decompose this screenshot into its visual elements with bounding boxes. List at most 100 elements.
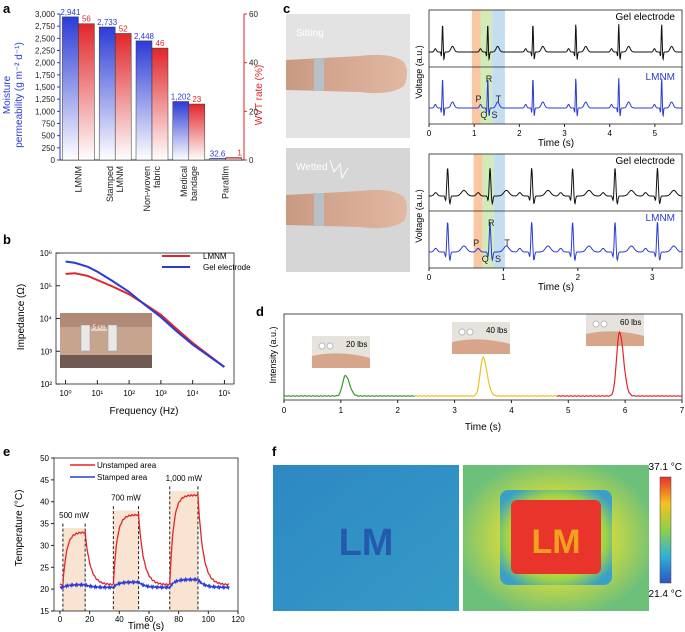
- chart-c1-legend-gel: Gel electrode: [616, 12, 676, 23]
- thermal-image-after: LM: [463, 465, 649, 611]
- chart-e-ylabel: Temperature (°C): [14, 490, 25, 567]
- chart-a-value-label-moisture: 2,733: [97, 18, 118, 27]
- chart-e-heating-window: [113, 510, 139, 611]
- chart-e-heating-window: [62, 527, 86, 611]
- chart-b-inset-photo: 5 cm: [60, 313, 152, 368]
- chart-a-category-line: Non-woven: [142, 166, 152, 212]
- chart-b-xtick-label: 10⁰: [60, 389, 72, 398]
- chart-b-ylabel: Impedance (Ω): [16, 284, 27, 350]
- chart-a-category-line: fabric: [152, 166, 162, 189]
- sitting-photo: Sitting: [286, 14, 410, 138]
- chart-e-window-label: 700 mW: [111, 494, 141, 503]
- chart-d-label-60: 60 lbs: [620, 318, 641, 327]
- chart-a-ytick-label-left: 2,000: [35, 59, 56, 68]
- chart-a-category-line: bandage: [189, 166, 199, 201]
- chart-c-xtick-label: 2: [576, 273, 581, 282]
- chart-a-value-label-wvt: 46: [156, 39, 165, 48]
- chart-b-xtick-label: 10³: [155, 389, 167, 398]
- chart-c1-legend-lmnm: LMNM: [646, 72, 675, 83]
- chart-b-ytick-label: 10⁵: [40, 282, 52, 291]
- chart-b-legend-gel: Gel electrode: [203, 263, 251, 272]
- chart-a-category-line: Stamped: [105, 166, 115, 202]
- panel-label-a: a: [3, 1, 11, 16]
- chart-e-window-label: 1,000 mW: [166, 474, 203, 483]
- chart-a-ytick-label-left: 2,750: [35, 22, 56, 31]
- chart-a-bar-moisture: [172, 101, 190, 161]
- chart-a-ytick-label-left: 1,500: [35, 83, 56, 92]
- chart-c2-legend-lmnm: LMNM: [646, 213, 675, 224]
- panel-label-e: e: [3, 444, 10, 459]
- chart-b-xtick-label: 10⁴: [186, 389, 199, 398]
- chart-d-xtick-label: 2: [395, 406, 400, 415]
- wetted-label: Wetted: [296, 162, 328, 173]
- chart-a-ylabel-right: WVT rate (%): [254, 65, 265, 125]
- chart-b-ytick-label: 10⁶: [40, 249, 52, 258]
- chart-a-bar-moisture: [62, 16, 79, 161]
- chart-a-bar-wvt: [114, 33, 132, 161]
- thermal-image-before: LM: [273, 465, 459, 611]
- chart-e-ytick-label: 35: [40, 520, 49, 529]
- chart-a-ytick-label-left: 2,500: [35, 34, 56, 43]
- chart-b-xlabel: Frequency (Hz): [110, 406, 179, 417]
- chart-a-ytick-label-left: 1,750: [35, 71, 56, 80]
- chart-c-xtick-label: 5: [653, 129, 658, 138]
- chart-e-temperature: Temperature (°C) Time (s) Unstamped area…: [14, 454, 245, 632]
- wetted-photo: Wetted: [286, 148, 410, 272]
- chart-d-photo-40lbs: 40 lbs: [452, 322, 510, 354]
- chart-a-bar-moisture: [209, 158, 226, 161]
- chart-d-xtick-label: 1: [339, 406, 344, 415]
- chart-a-ytick-label-left: 1,000: [35, 107, 56, 116]
- chart-a-ytick-label-left: 0: [51, 156, 56, 165]
- sitting-label: Sitting: [296, 28, 324, 39]
- panel-label-c: c: [283, 1, 290, 16]
- chart-b-impedance: Impedance (Ω) Frequency (Hz) 10⁰ 10¹ 10² 10…: [16, 249, 251, 417]
- chart-b-xtick-label: 10¹: [92, 389, 104, 398]
- chart-b-series-blue: [65, 260, 225, 368]
- chart-e-ytick-label: 25: [40, 563, 49, 572]
- chart-e-legend-unstamped: Unstamped area: [97, 461, 157, 470]
- chart-a-ytick-label-left: 250: [42, 144, 56, 153]
- chart-e-xtick-label: 60: [145, 615, 154, 624]
- chart-e-xtick-label: 120: [231, 615, 245, 624]
- chart-c-trace-gel: [429, 168, 683, 206]
- chart-b-ytick-label: 10²: [40, 380, 52, 389]
- chart-d-label-20: 20 lbs: [346, 340, 367, 349]
- chart-c-wave-label: S: [495, 254, 501, 264]
- chart-c2-xlabel: Time (s): [538, 282, 574, 293]
- chart-a-ytick-label-right: 60: [249, 10, 258, 19]
- chart-d-series-yellow: [414, 356, 558, 397]
- chart-c-wave-label: R: [488, 218, 495, 228]
- chart-e-ytick-label: 15: [40, 607, 49, 616]
- chart-a-bar-moisture: [98, 26, 116, 161]
- chart-d-xtick-label: 6: [623, 406, 628, 415]
- chart-c-xtick-label: 2: [517, 129, 522, 138]
- chart-b-legend-lmnm: LMNM: [203, 252, 227, 261]
- chart-a-bar-wvt: [225, 157, 242, 161]
- chart-a-category-line: Medical: [179, 166, 189, 197]
- chart-c-xtick-label: 0: [427, 273, 432, 282]
- chart-e-ytick-label: 40: [40, 498, 49, 507]
- chart-a-category-label: LMNM: [73, 166, 83, 193]
- chart-b-xtick-label: 10⁵: [218, 389, 230, 398]
- chart-c-wave-label: S: [492, 110, 498, 120]
- chart-e-heating-window: [169, 490, 198, 611]
- chart-a-category-line: Parafilm: [221, 166, 231, 199]
- chart-a-ytick-label-left: 500: [42, 132, 56, 141]
- chart-d-xtick-label: 7: [680, 406, 685, 415]
- chart-b-inset-label: 5 cm: [92, 325, 105, 331]
- chart-a-ylabel-left-2: permeability (g m⁻² d⁻¹): [14, 42, 25, 148]
- chart-d-photo-20lbs: 20 lbs: [312, 336, 370, 368]
- chart-a-category-line: LMNM: [73, 166, 83, 193]
- chart-e-series-unstamped: [59, 493, 230, 587]
- chart-a-ytick-label-right: 0: [249, 156, 254, 165]
- chart-a-category-label: Parafilm: [221, 166, 231, 199]
- chart-a-ytick-label-left: 750: [42, 120, 56, 129]
- chart-c-sitting-ecg: Voltage (a.u.) Time (s) Gel electrode LM…: [414, 9, 683, 149]
- chart-a-ytick-label-right: 20: [249, 107, 258, 116]
- chart-c-wave-label: T: [496, 94, 502, 104]
- chart-c-xtick-label: 3: [650, 273, 655, 282]
- chart-a-bar-wvt: [151, 47, 169, 161]
- chart-a-bar-moisture: [135, 40, 153, 161]
- chart-d-label-40: 40 lbs: [486, 326, 507, 335]
